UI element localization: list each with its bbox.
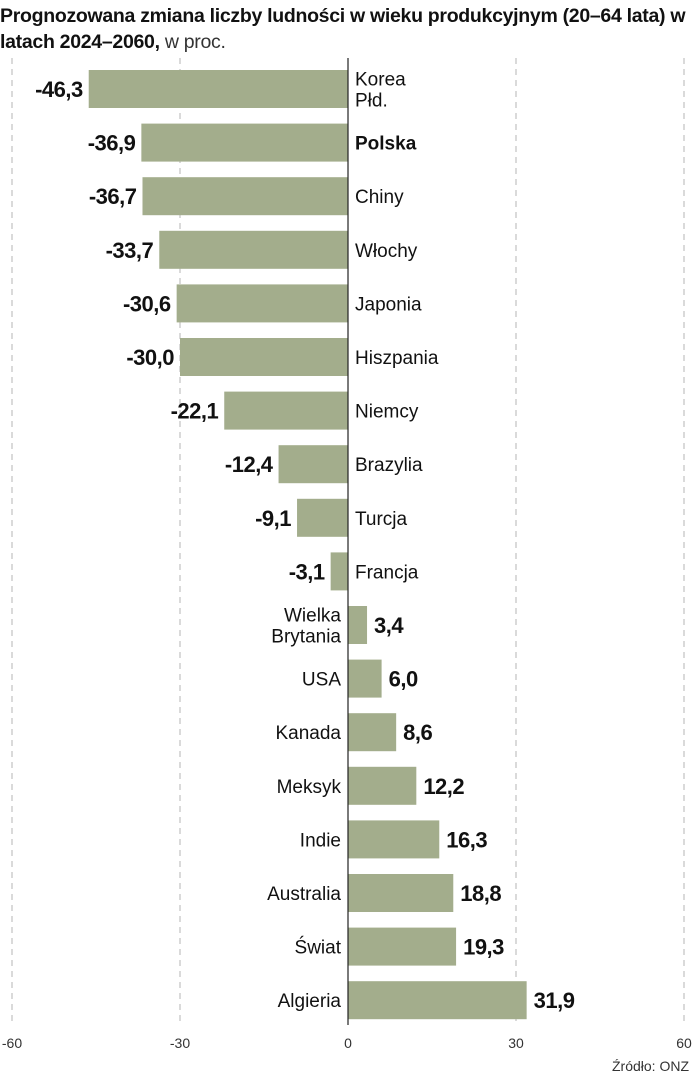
source-note: Źródło: ONZ xyxy=(611,1058,689,1074)
x-tick-label: 0 xyxy=(344,1035,352,1051)
category-label-line: Indie xyxy=(300,830,341,851)
chart-title: Prognozowana zmiana liczby ludności w wi… xyxy=(0,3,690,55)
category-label: Australia xyxy=(267,884,341,905)
category-label: Wielka Brytania xyxy=(271,606,341,648)
category-label: Kanada xyxy=(275,723,341,744)
category-label-line: Meksyk xyxy=(277,777,342,798)
category-label: Korea Płd. xyxy=(355,70,406,112)
category-label-line: Hiszpania xyxy=(355,348,439,369)
value-label: 16,3 xyxy=(446,827,487,852)
category-label-line: Algieria xyxy=(278,991,342,1012)
bar xyxy=(224,391,348,430)
category-label-line: Brazylia xyxy=(355,455,423,476)
category-label-line: Brytania xyxy=(271,627,341,648)
category-label-line: Włochy xyxy=(355,241,418,262)
category-label-line: Płd. xyxy=(355,91,388,112)
category-label: Turcja xyxy=(355,509,408,530)
x-tick-label: -30 xyxy=(170,1035,190,1051)
bar xyxy=(278,445,348,484)
value-label: -12,4 xyxy=(225,452,274,477)
category-label-line: Korea xyxy=(355,70,406,91)
value-label: 12,2 xyxy=(423,774,464,799)
category-label: Meksyk xyxy=(277,777,342,798)
value-label: -3,1 xyxy=(289,559,325,584)
value-label: -9,1 xyxy=(255,506,291,531)
category-label-line: Wielka xyxy=(284,606,341,627)
value-label: 6,0 xyxy=(389,667,418,692)
category-label: Indie xyxy=(300,830,341,851)
category-label-line: Polska xyxy=(355,134,417,155)
category-label-line: Turcja xyxy=(355,509,408,530)
value-label: 8,6 xyxy=(403,720,432,745)
value-label: -36,7 xyxy=(89,184,137,209)
category-label: Japonia xyxy=(355,294,422,315)
category-label: Świat xyxy=(295,937,342,959)
bar xyxy=(159,230,348,269)
bar xyxy=(348,659,382,698)
value-label: 3,4 xyxy=(374,613,404,638)
category-label: USA xyxy=(302,670,341,691)
bar xyxy=(88,70,348,108)
bar xyxy=(348,713,397,752)
value-label: 19,3 xyxy=(463,935,504,960)
bar xyxy=(348,606,368,644)
x-tick-label: 30 xyxy=(508,1035,524,1051)
value-label: -22,1 xyxy=(171,399,219,424)
category-label-line: USA xyxy=(302,670,341,691)
category-label: Chiny xyxy=(355,187,404,208)
bar xyxy=(142,177,348,216)
bar xyxy=(348,820,440,859)
bar xyxy=(330,552,348,591)
bar xyxy=(348,927,457,966)
value-label: 18,8 xyxy=(460,881,501,906)
x-tick-label: 60 xyxy=(676,1035,692,1051)
bar xyxy=(180,338,348,376)
category-label-line: Świat xyxy=(295,937,342,959)
bar xyxy=(348,766,417,805)
value-label: 31,9 xyxy=(534,988,575,1013)
category-label-line: Chiny xyxy=(355,187,404,208)
category-label-line: Niemcy xyxy=(355,402,419,423)
category-label: Włochy xyxy=(355,241,418,262)
x-tick-label: -60 xyxy=(2,1035,22,1051)
bar xyxy=(176,284,348,323)
bar xyxy=(297,498,348,537)
category-label-line: Australia xyxy=(267,884,341,905)
category-label-line: Francja xyxy=(355,562,419,583)
category-label-line: Japonia xyxy=(355,294,422,315)
bar xyxy=(348,874,454,912)
category-label: Brazylia xyxy=(355,455,423,476)
value-label: -36,9 xyxy=(88,131,136,156)
category-label: Francja xyxy=(355,562,419,583)
value-label: -33,7 xyxy=(106,238,154,263)
category-label: Algieria xyxy=(278,991,342,1012)
chart-title-text: Prognozowana zmiana liczby ludności w wi… xyxy=(0,5,686,53)
bar xyxy=(141,123,348,162)
value-label: -46,3 xyxy=(35,77,83,102)
chart-unit-label: w proc. xyxy=(164,31,226,53)
category-label: Niemcy xyxy=(355,402,419,423)
bar xyxy=(348,981,527,1020)
category-label: Hiszpania xyxy=(355,348,439,369)
value-label: -30,6 xyxy=(123,291,171,316)
category-label: Polska xyxy=(355,134,417,155)
category-label-line: Kanada xyxy=(275,723,341,744)
value-label: -30,0 xyxy=(126,345,174,370)
